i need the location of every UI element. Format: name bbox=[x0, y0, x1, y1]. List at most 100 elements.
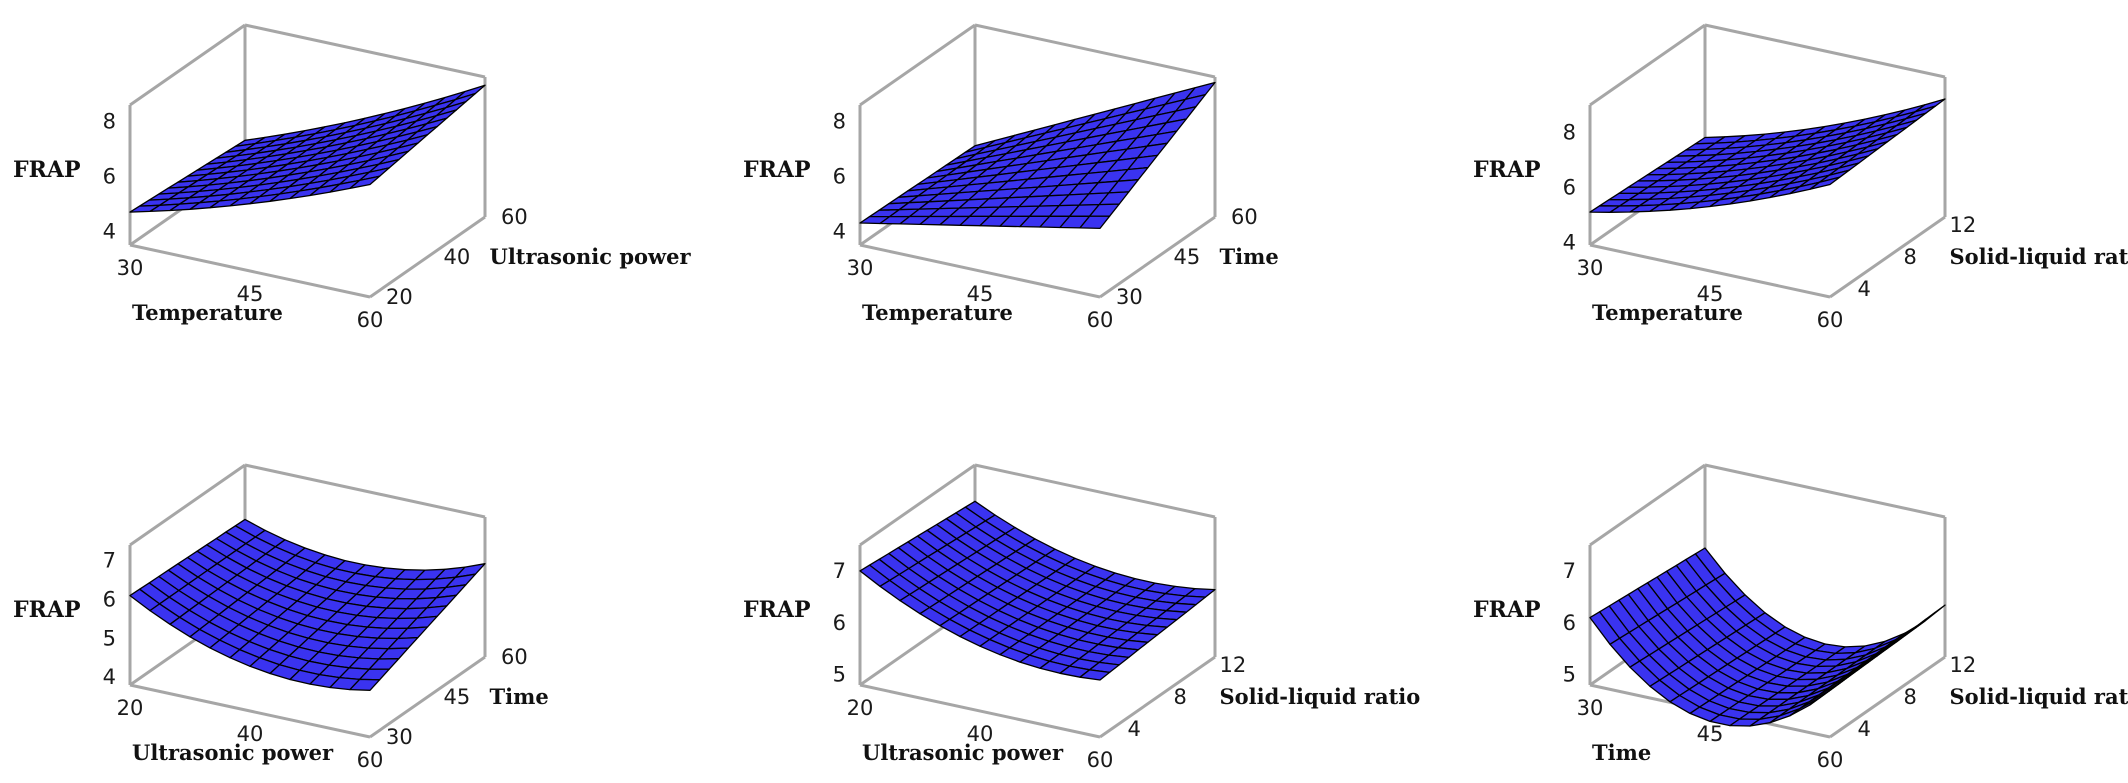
y-axis-label: Solid-liquid ratio bbox=[1220, 684, 1421, 709]
z-tick-label: 5 bbox=[833, 663, 846, 687]
y-tick-label: 20 bbox=[386, 285, 413, 309]
axis-frame-line bbox=[859, 463, 976, 547]
x-axis-label: Temperature bbox=[1592, 300, 1743, 325]
x-tick-label: 40 bbox=[967, 722, 994, 746]
z-axis-label: FRAP bbox=[743, 597, 811, 623]
axis-frame-line bbox=[859, 683, 1101, 739]
response-surface bbox=[859, 81, 1216, 230]
z-tick-label: 4 bbox=[103, 665, 116, 689]
axis-frame-line bbox=[369, 215, 486, 299]
x-tick-label: 30 bbox=[1577, 256, 1604, 280]
axis-frame-line bbox=[1829, 215, 1946, 299]
x-tick-label: 60 bbox=[1087, 748, 1114, 772]
x-tick-label: 60 bbox=[1817, 748, 1844, 772]
axis-frame-line bbox=[244, 23, 486, 79]
y-axis-label: Solid-liquid ratio bbox=[1950, 244, 2128, 269]
z-tick-label: 8 bbox=[833, 109, 846, 133]
y-tick-label: 8 bbox=[1904, 245, 1917, 269]
x-axis-label: Temperature bbox=[862, 300, 1013, 325]
response-surface bbox=[1589, 547, 1946, 727]
z-axis-label: FRAP bbox=[1473, 597, 1541, 623]
x-tick-label: 60 bbox=[1087, 308, 1114, 332]
surface-cell bbox=[349, 678, 381, 691]
x-tick-label: 40 bbox=[237, 722, 264, 746]
x-tick-label: 45 bbox=[1697, 282, 1724, 306]
x-tick-label: 45 bbox=[237, 282, 264, 306]
z-tick-label: 5 bbox=[103, 626, 116, 650]
axis-frame-line bbox=[369, 655, 486, 739]
z-tick-label: 6 bbox=[1563, 611, 1576, 635]
axis-frame-line bbox=[129, 23, 246, 107]
axis-frame-line bbox=[1829, 655, 1946, 739]
x-axis-label: Ultrasonic power bbox=[132, 740, 334, 765]
y-tick-label: 8 bbox=[1904, 685, 1917, 709]
x-tick-label: 60 bbox=[357, 308, 384, 332]
y-tick-label: 4 bbox=[1128, 717, 1141, 741]
x-tick-label: 20 bbox=[847, 696, 874, 720]
surface-cell bbox=[1079, 669, 1111, 681]
z-tick-label: 8 bbox=[103, 109, 116, 133]
x-tick-label: 60 bbox=[1817, 308, 1844, 332]
surface-plot-1: 468304560204060FRAPTemperatureUltrasonic… bbox=[13, 23, 692, 332]
surface-plot-5: 5 6 7 20 40 60 4 8 12 FRAP Ultrasonic power Solid-l… bbox=[743, 463, 1421, 772]
x-axis-label: Ultrasonic power bbox=[862, 740, 1064, 765]
y-tick-label: 4 bbox=[1858, 277, 1871, 301]
x-tick-label: 60 bbox=[357, 748, 384, 772]
y-tick-label: 45 bbox=[1174, 245, 1201, 269]
y-tick-label: 60 bbox=[501, 645, 528, 669]
axis-frame-line bbox=[974, 23, 1216, 79]
y-tick-label: 40 bbox=[444, 245, 471, 269]
z-tick-label: 6 bbox=[103, 164, 116, 188]
x-tick-label: 20 bbox=[117, 696, 144, 720]
axis-frame-line bbox=[974, 463, 1216, 519]
x-tick-label: 30 bbox=[847, 256, 874, 280]
y-tick-label: 12 bbox=[1950, 653, 1977, 677]
axis-frame-line bbox=[1704, 463, 1946, 519]
axis-frame-line bbox=[859, 243, 1101, 299]
axis-frame-line bbox=[1099, 215, 1216, 299]
axis-frame-line bbox=[1589, 23, 1706, 107]
z-tick-label: 8 bbox=[1563, 120, 1576, 144]
x-axis-label: Temperature bbox=[132, 300, 283, 325]
surface-cell bbox=[1809, 682, 1841, 706]
z-tick-label: 4 bbox=[103, 219, 116, 243]
y-tick-label: 60 bbox=[1231, 205, 1258, 229]
y-tick-label: 8 bbox=[1174, 685, 1187, 709]
surface-cell bbox=[349, 175, 381, 190]
axis-frame-line bbox=[1704, 23, 1946, 79]
axis-frame-line bbox=[244, 463, 486, 519]
surface-plot-3: 4 6 8 30 45 60 4 8 12 FRAP Temperature Solid-liquid… bbox=[1473, 23, 2128, 332]
axis-frame-line bbox=[1589, 243, 1831, 299]
x-tick-label: 30 bbox=[1577, 696, 1604, 720]
x-tick-label: 30 bbox=[117, 256, 144, 280]
response-surface bbox=[859, 500, 1216, 681]
y-tick-label: 12 bbox=[1950, 213, 1977, 237]
y-axis-label: Ultrasonic power bbox=[490, 244, 692, 269]
z-tick-label: 7 bbox=[1563, 559, 1576, 583]
z-tick-label: 7 bbox=[833, 559, 846, 583]
surface-plot-6: 5 6 7 30 45 60 4 8 12 FRAP Time Solid-liquid ratio bbox=[1473, 463, 2128, 772]
z-tick-label: 6 bbox=[833, 611, 846, 635]
z-axis-label: FRAP bbox=[13, 597, 81, 623]
axis-frame-line bbox=[129, 463, 246, 547]
surface-cell bbox=[1809, 176, 1841, 190]
z-tick-label: 4 bbox=[833, 219, 846, 243]
axis-frame-line bbox=[1589, 463, 1706, 547]
response-surface bbox=[1589, 98, 1946, 213]
x-tick-label: 45 bbox=[967, 282, 994, 306]
y-tick-label: 12 bbox=[1220, 653, 1247, 677]
axis-frame-line bbox=[129, 683, 371, 739]
y-tick-label: 60 bbox=[501, 205, 528, 229]
z-tick-label: 4 bbox=[1563, 230, 1576, 254]
y-tick-label: 30 bbox=[386, 725, 413, 749]
response-surface bbox=[129, 84, 486, 213]
axis-frame-line bbox=[1099, 655, 1216, 739]
y-axis-label: Time bbox=[1220, 244, 1279, 269]
axis-frame-line bbox=[129, 243, 371, 299]
y-tick-label: 30 bbox=[1116, 285, 1143, 309]
y-tick-label: 45 bbox=[444, 685, 471, 709]
z-axis-label: FRAP bbox=[13, 157, 81, 183]
z-axis-label: FRAP bbox=[1473, 157, 1541, 183]
